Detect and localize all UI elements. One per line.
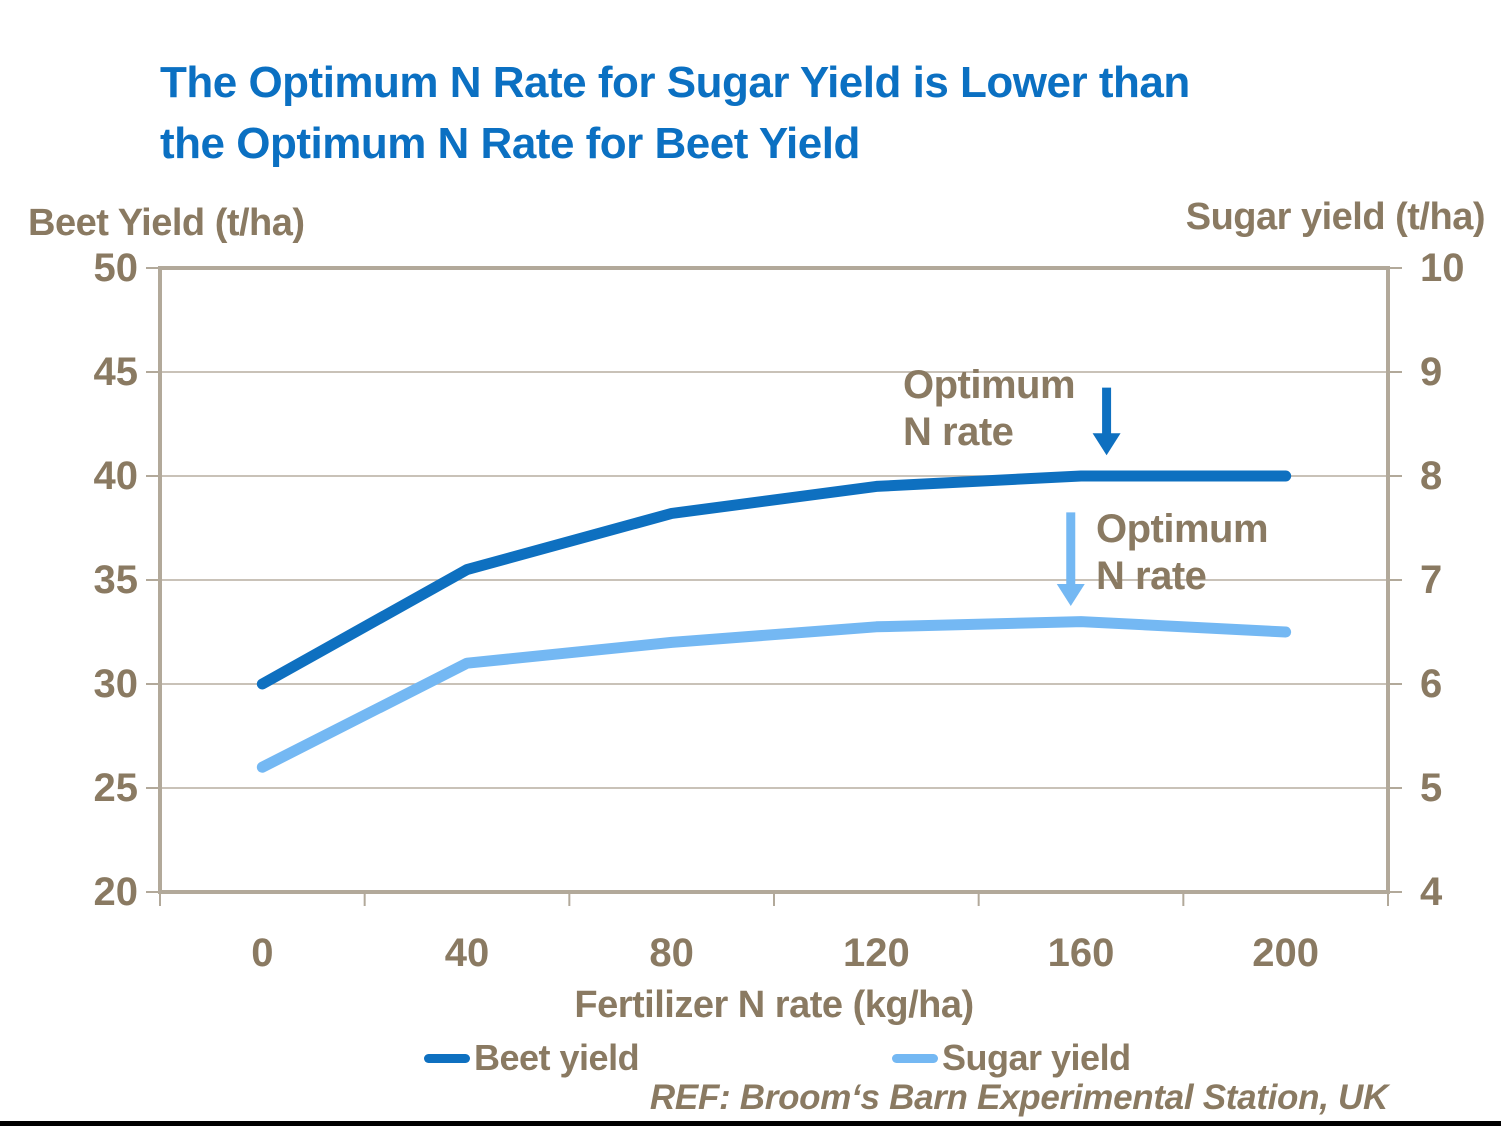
right-axis-tick-label: 5 <box>1420 766 1443 810</box>
right-axis-tick-label: 10 <box>1420 246 1465 290</box>
x-axis-tick-label: 0 <box>251 931 274 975</box>
annotation-sugar-optimum: Optimum N rate <box>1096 506 1269 600</box>
right-axis-tick-label: 6 <box>1420 662 1443 706</box>
sugar-yield-legend-label: Sugar yield <box>942 1037 1131 1078</box>
right-axis-title: Sugar yield (t/ha) <box>1185 196 1486 238</box>
sugar-yield-legend-marker <box>892 1053 938 1063</box>
x-axis-tick-label: 200 <box>1252 931 1320 975</box>
right-axis-tick-label: 4 <box>1420 870 1443 914</box>
left-axis-tick-label: 30 <box>93 662 139 706</box>
x-axis-tick-label: 80 <box>649 931 694 975</box>
annotation-sugar-line1: Optimum <box>1096 507 1269 551</box>
left-axis-tick-label: 20 <box>93 870 139 914</box>
x-axis-tick-label: 40 <box>444 931 490 975</box>
beet-yield-legend-label: Beet yield <box>474 1037 640 1078</box>
left-axis-title: Beet Yield (t/ha) <box>28 202 305 244</box>
annotation-beet-optimum: Optimum N rate <box>903 362 1076 456</box>
legend: Beet yield Sugar yield <box>0 1036 1501 1084</box>
right-axis-tick-label: 8 <box>1420 454 1443 498</box>
left-axis-tick-label: 45 <box>93 350 139 394</box>
x-axis-title: Fertilizer N rate (kg/ha) <box>574 984 974 1026</box>
legend-entry-sugar-yield: Sugar yield <box>892 1036 1131 1080</box>
sugar-optimum-arrow-head <box>1056 584 1085 606</box>
beet-optimum-arrow-head <box>1092 433 1121 456</box>
left-axis-tick-label: 35 <box>93 558 139 602</box>
annotation-sugar-line2: N rate <box>1096 554 1207 598</box>
slide-bottom-border <box>0 1121 1501 1126</box>
left-axis-tick-label: 40 <box>93 454 139 498</box>
beet-yield-line <box>256 470 1292 690</box>
chart-title-line1: The Optimum N Rate for Sugar Yield is Lo… <box>160 58 1190 107</box>
annotation-beet-line1: Optimum <box>903 363 1076 407</box>
right-axis-tick-label: 9 <box>1420 350 1443 394</box>
reference-text: REF: Broom‘s Barn Experimental Station, … <box>649 1078 1388 1117</box>
x-axis-tick-label: 160 <box>1047 931 1115 975</box>
x-axis-tick-label: 120 <box>842 931 910 975</box>
beet-yield-legend-marker <box>424 1053 470 1063</box>
chart-title-line2: the Optimum N Rate for Beet Yield <box>160 119 860 168</box>
sugar-yield-line <box>256 616 1292 773</box>
legend-entry-beet-yield: Beet yield <box>424 1036 640 1080</box>
chart-title: The Optimum N Rate for Sugar Yield is Lo… <box>160 52 1450 174</box>
annotation-beet-line2: N rate <box>903 410 1014 454</box>
right-axis-tick-label: 7 <box>1420 558 1443 602</box>
left-axis-tick-label: 50 <box>93 246 139 290</box>
left-axis-tick-label: 25 <box>93 766 139 810</box>
